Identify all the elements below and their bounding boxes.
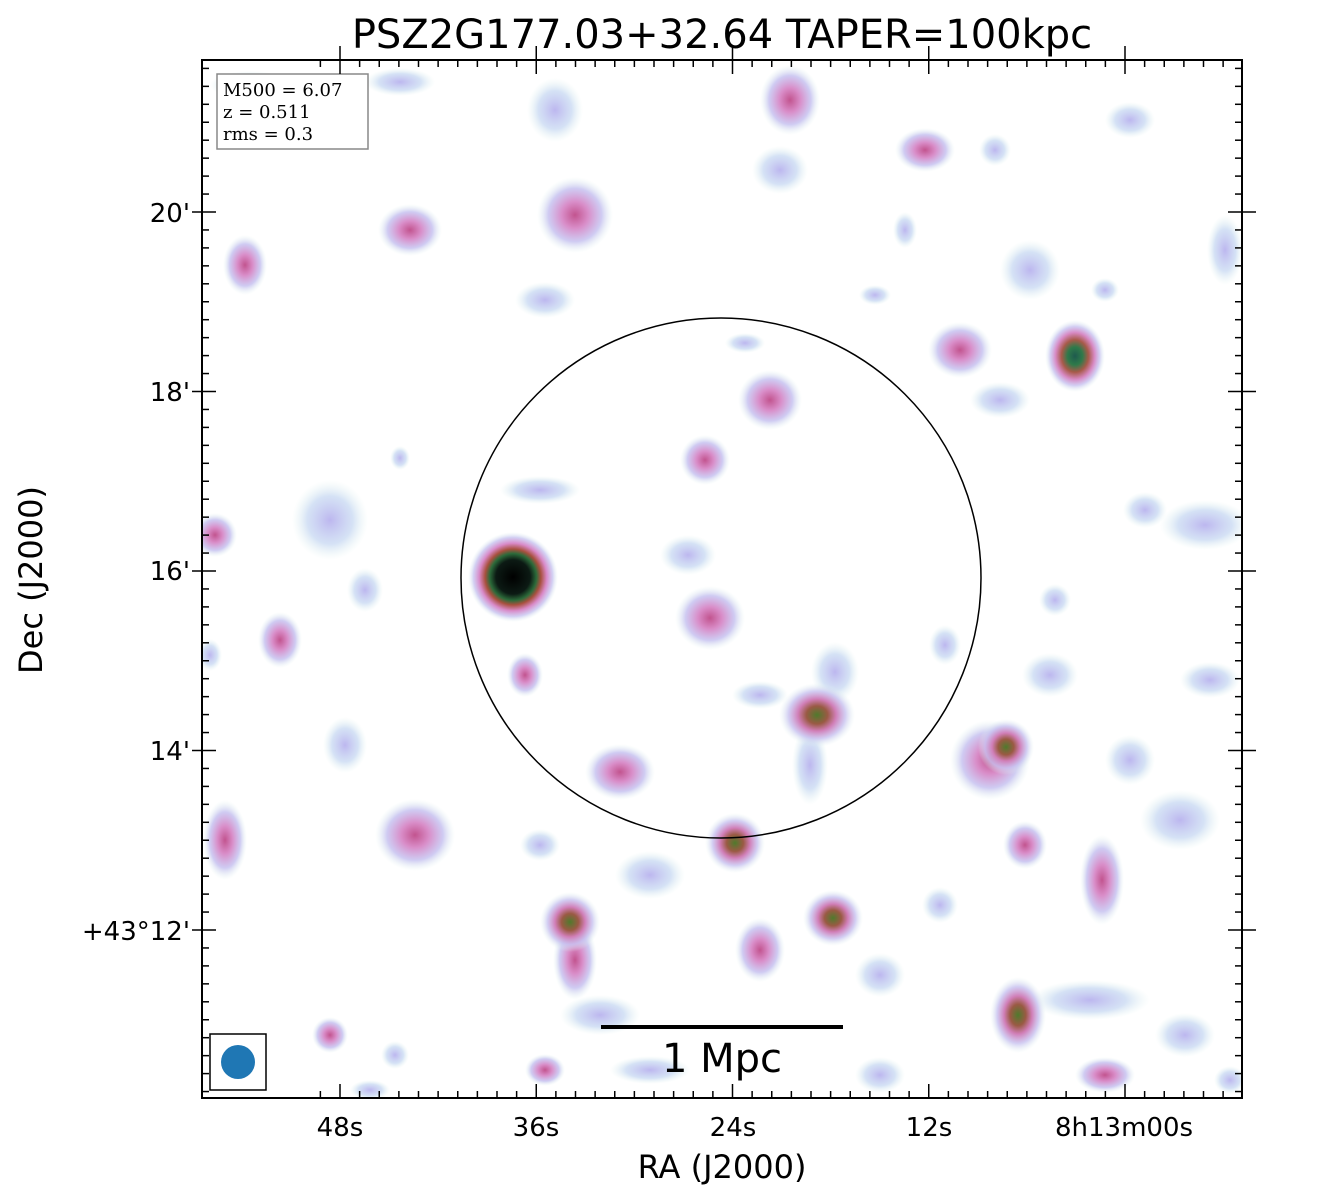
source-east <box>978 719 1034 775</box>
source-south-3 <box>803 890 863 946</box>
x-tick-label: 8h13m00s <box>1055 1113 1193 1143</box>
source-central-2 <box>779 683 855 747</box>
info-redshift: z = 0.511 <box>223 102 311 123</box>
y-tick-label: 16' <box>150 557 190 587</box>
figure-title: PSZ2G177.03+32.64 TAPER=100kpc <box>352 12 1092 58</box>
beam-ellipse <box>221 1045 255 1079</box>
source-compact-core-west <box>468 532 558 622</box>
source-south-2 <box>540 892 600 952</box>
info-mass: M500 = 6.07 <box>223 80 342 101</box>
r500-circle <box>460 317 982 839</box>
source-south-east <box>990 977 1046 1053</box>
info-rms: rms = 0.3 <box>223 124 313 145</box>
diffuse-emission <box>202 65 1242 1098</box>
scale-bar-label: 1 Mpc <box>662 1036 782 1082</box>
y-tick-label: 20' <box>150 199 190 229</box>
y-axis-label: Dec (J2000) <box>12 486 50 674</box>
y-tick-label: 14' <box>150 737 190 767</box>
y-tick-label: +43°12' <box>82 917 190 947</box>
radio-map <box>202 60 1242 1098</box>
x-tick-label: 48s <box>317 1113 364 1143</box>
bright-sources <box>468 320 1105 1053</box>
y-tick-label: 18' <box>150 378 190 408</box>
info-box <box>216 73 369 150</box>
x-axis-label: RA (J2000) <box>638 1148 807 1186</box>
plot-frame <box>201 59 1243 1099</box>
axis-ticks <box>192 46 1256 1098</box>
x-tick-label: 12s <box>906 1113 953 1143</box>
x-tick-label: 36s <box>513 1113 560 1143</box>
source-south-1 <box>705 813 765 873</box>
x-tick-label: 24s <box>710 1113 757 1143</box>
source-bright-northeast <box>1045 320 1105 392</box>
